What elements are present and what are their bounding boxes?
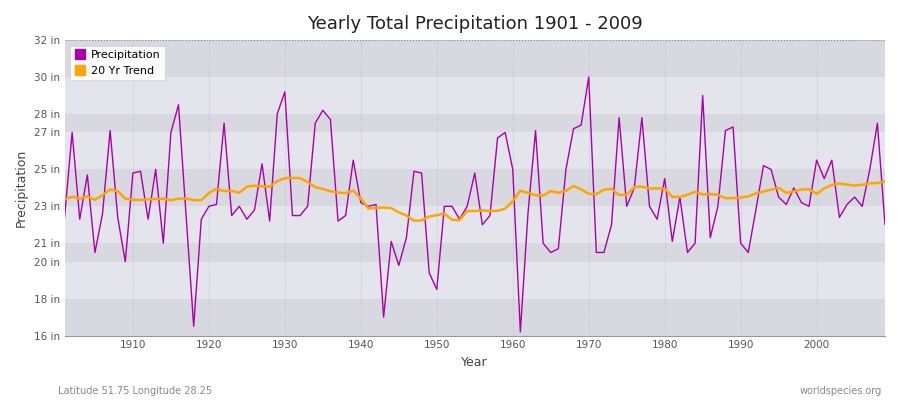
Bar (65, 114, 885, 132)
Legend: Precipitation, 20 Yr Trend: Precipitation, 20 Yr Trend (70, 46, 166, 80)
Bar (65, 40, 885, 77)
Bar (65, 243, 885, 262)
Bar (65, 206, 885, 243)
Bar (65, 77, 885, 114)
Text: worldspecies.org: worldspecies.org (800, 386, 882, 396)
Bar (65, 132, 885, 169)
Bar (65, 169, 885, 206)
Text: Latitude 51.75 Longitude 28.25: Latitude 51.75 Longitude 28.25 (58, 386, 212, 396)
Bar (65, 262, 885, 299)
Bar (65, 299, 885, 336)
X-axis label: Year: Year (462, 356, 488, 369)
Y-axis label: Precipitation: Precipitation (15, 149, 28, 227)
Title: Yearly Total Precipitation 1901 - 2009: Yearly Total Precipitation 1901 - 2009 (307, 15, 643, 33)
